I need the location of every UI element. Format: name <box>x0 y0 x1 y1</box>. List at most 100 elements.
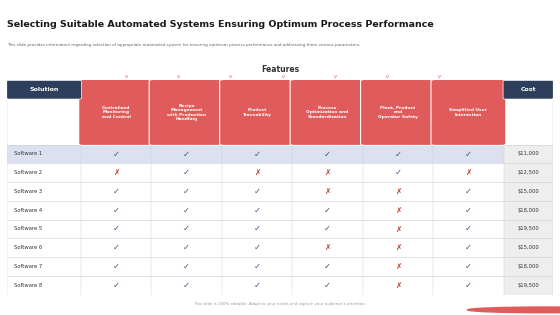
Text: Software 7: Software 7 <box>14 264 42 269</box>
Text: ✓: ✓ <box>113 243 120 252</box>
Text: ✓: ✓ <box>254 243 260 252</box>
Text: v: v <box>176 74 180 79</box>
Bar <box>7 163 553 182</box>
Text: ✓: ✓ <box>324 206 331 215</box>
Text: $18,000: $18,000 <box>517 264 539 269</box>
Text: ✓: ✓ <box>254 262 260 271</box>
Bar <box>7 220 553 238</box>
Text: Software 5: Software 5 <box>14 226 42 232</box>
Text: ✓: ✓ <box>465 149 472 158</box>
Bar <box>7 257 553 276</box>
Bar <box>503 201 553 220</box>
Circle shape <box>468 307 560 313</box>
Text: ✗: ✗ <box>254 168 260 177</box>
Bar <box>7 276 553 295</box>
Text: Software 2: Software 2 <box>14 170 42 175</box>
Text: $19,500: $19,500 <box>517 283 539 288</box>
Text: v: v <box>229 74 232 79</box>
Text: ✓: ✓ <box>113 281 120 290</box>
Text: v: v <box>438 74 441 79</box>
Text: Software 8: Software 8 <box>14 283 42 288</box>
Bar <box>7 145 553 163</box>
FancyBboxPatch shape <box>220 79 295 146</box>
FancyBboxPatch shape <box>290 79 365 146</box>
Text: ✓: ✓ <box>183 262 190 271</box>
FancyBboxPatch shape <box>503 80 553 99</box>
FancyBboxPatch shape <box>79 79 153 146</box>
Text: Recipe
Management
with Production
Handling: Recipe Management with Production Handli… <box>167 104 206 121</box>
Text: v: v <box>386 74 389 79</box>
Text: $18,000: $18,000 <box>517 208 539 213</box>
Text: ✓: ✓ <box>113 224 120 233</box>
Text: ✗: ✗ <box>465 168 472 177</box>
Text: ✓: ✓ <box>254 206 260 215</box>
Text: Product
Traceability: Product Traceability <box>242 108 272 117</box>
Text: ✓: ✓ <box>465 262 472 271</box>
Text: $15,000: $15,000 <box>517 245 539 250</box>
Text: Software 3: Software 3 <box>14 189 42 194</box>
Text: ✓: ✓ <box>183 243 190 252</box>
Text: ✓: ✓ <box>254 224 260 233</box>
Text: Features: Features <box>261 65 299 74</box>
Text: ✓: ✓ <box>183 149 190 158</box>
Text: Software 4: Software 4 <box>14 208 42 213</box>
Text: Centralized
Monitoring
and Control: Centralized Monitoring and Control <box>102 106 130 119</box>
Text: ✓: ✓ <box>324 149 331 158</box>
Text: ✓: ✓ <box>183 281 190 290</box>
Bar <box>503 238 553 257</box>
FancyBboxPatch shape <box>7 80 81 99</box>
Text: ✓: ✓ <box>113 187 120 196</box>
Text: Simplified User
Interaction: Simplified User Interaction <box>450 108 487 117</box>
Text: ✗: ✗ <box>395 243 401 252</box>
Text: $11,000: $11,000 <box>517 152 539 157</box>
FancyBboxPatch shape <box>149 79 224 146</box>
Text: ✗: ✗ <box>395 206 401 215</box>
Text: ✓: ✓ <box>465 187 472 196</box>
Text: ✗: ✗ <box>324 187 331 196</box>
Text: Software 1: Software 1 <box>14 152 42 157</box>
Text: ✗: ✗ <box>324 168 331 177</box>
Text: ✓: ✓ <box>183 168 190 177</box>
Text: This slide provides information regarding selection of appropriate automated sys: This slide provides information regardin… <box>7 43 361 47</box>
Text: v: v <box>281 74 284 79</box>
FancyBboxPatch shape <box>361 79 435 146</box>
Text: Process
Optimization and
Standardization: Process Optimization and Standardization <box>306 106 349 119</box>
Bar <box>503 257 553 276</box>
Bar <box>7 238 553 257</box>
Bar <box>7 182 553 201</box>
Text: ✓: ✓ <box>394 168 402 177</box>
Text: ✓: ✓ <box>324 224 331 233</box>
Text: Software 6: Software 6 <box>14 245 42 250</box>
Bar <box>503 163 553 182</box>
Bar <box>503 220 553 238</box>
Text: ✓: ✓ <box>113 206 120 215</box>
Text: $15,000: $15,000 <box>517 189 539 194</box>
Bar <box>503 145 553 163</box>
Text: Cost: Cost <box>520 87 536 92</box>
Text: ✓: ✓ <box>465 281 472 290</box>
Text: $12,500: $12,500 <box>517 170 539 175</box>
Text: ✗: ✗ <box>395 187 401 196</box>
Text: ✓: ✓ <box>113 149 120 158</box>
Text: ✓: ✓ <box>183 224 190 233</box>
Text: ✓: ✓ <box>254 187 260 196</box>
Text: ✓: ✓ <box>113 262 120 271</box>
Text: Selecting Suitable Automated Systems Ensuring Optimum Process Performance: Selecting Suitable Automated Systems Ens… <box>7 20 434 29</box>
Text: $19,500: $19,500 <box>517 226 539 232</box>
Text: ✓: ✓ <box>324 262 331 271</box>
Bar <box>503 182 553 201</box>
Text: v: v <box>333 74 337 79</box>
Text: ✓: ✓ <box>394 149 402 158</box>
Text: Solution: Solution <box>30 87 59 92</box>
Bar <box>7 201 553 220</box>
Text: ✓: ✓ <box>254 149 260 158</box>
Text: ✓: ✓ <box>324 281 331 290</box>
Bar <box>503 276 553 295</box>
Text: ✗: ✗ <box>395 262 401 271</box>
Text: ✓: ✓ <box>254 281 260 290</box>
Text: ✗: ✗ <box>395 224 401 233</box>
Text: v: v <box>124 74 128 79</box>
Text: ✓: ✓ <box>183 206 190 215</box>
Text: ✓: ✓ <box>183 187 190 196</box>
FancyBboxPatch shape <box>431 79 506 146</box>
